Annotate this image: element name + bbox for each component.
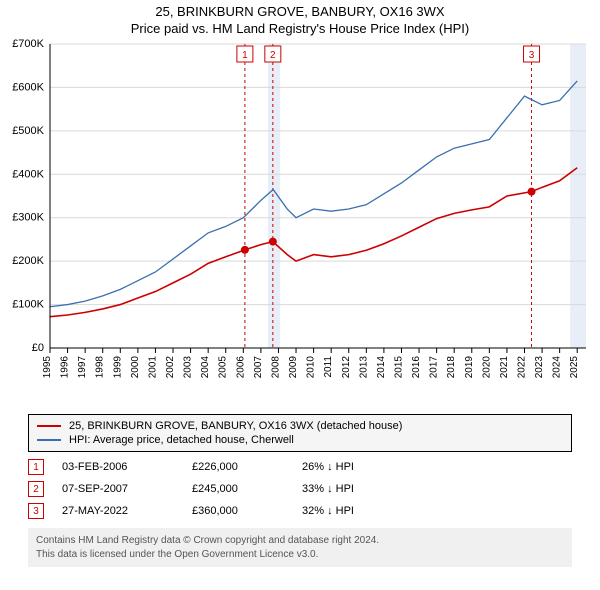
footer-line2: This data is licensed under the Open Gov… [36,548,564,562]
marker-badge: 3 [524,46,540,62]
marker-hpi-delta: 32% ↓ HPI [302,505,442,517]
svg-text:£700K: £700K [12,38,44,50]
svg-text:£100K: £100K [12,299,44,311]
svg-text:£200K: £200K [12,255,44,267]
svg-text:£600K: £600K [12,81,44,93]
svg-text:2025: 2025 [569,356,580,379]
svg-text:1: 1 [242,50,248,61]
svg-text:2009: 2009 [288,356,299,379]
marker-date: 07-SEP-2007 [62,483,192,495]
marker-hpi-delta: 33% ↓ HPI [302,483,442,495]
marker-price: £226,000 [192,461,302,473]
legend-item: HPI: Average price, detached house, Cher… [37,433,563,447]
marker-badge: 1 [237,46,253,62]
svg-text:2003: 2003 [183,356,194,379]
legend-swatch [37,439,61,441]
sale-dot [269,238,277,246]
svg-text:£0: £0 [32,342,44,354]
svg-text:2: 2 [270,50,276,61]
svg-text:2008: 2008 [270,356,281,379]
sale-dot [241,246,249,254]
sale-dot [528,188,536,196]
marker-row: 1 03-FEB-2006£226,00026% ↓ HPI [28,456,572,478]
svg-text:2011: 2011 [323,356,334,378]
svg-text:2024: 2024 [552,356,563,379]
svg-text:3: 3 [529,50,535,61]
svg-text:2004: 2004 [200,356,211,379]
marker-hpi-delta: 26% ↓ HPI [302,461,442,473]
marker-date: 27-MAY-2022 [62,505,192,517]
legend-label: 25, BRINKBURN GROVE, BANBURY, OX16 3WX (… [69,420,402,432]
svg-text:2016: 2016 [411,356,422,379]
svg-text:2020: 2020 [481,356,492,379]
svg-text:2002: 2002 [165,356,176,379]
svg-text:£500K: £500K [12,125,44,137]
title-subtitle: Price paid vs. HM Land Registry's House … [0,21,600,36]
svg-text:2019: 2019 [464,356,475,379]
svg-text:£400K: £400K [12,168,44,180]
svg-text:2001: 2001 [147,356,158,379]
svg-text:2022: 2022 [516,356,527,379]
title-block: 25, BRINKBURN GROVE, BANBURY, OX16 3WX P… [0,0,600,38]
svg-text:2018: 2018 [446,356,457,379]
svg-text:2014: 2014 [376,356,387,379]
svg-text:2021: 2021 [499,356,510,379]
marker-row: 2 07-SEP-2007£245,00033% ↓ HPI [28,478,572,500]
svg-text:2017: 2017 [429,356,440,379]
svg-text:1997: 1997 [77,356,88,379]
svg-text:1995: 1995 [42,356,53,379]
svg-text:2012: 2012 [341,356,352,379]
legend-swatch [37,425,61,427]
footer-line1: Contains HM Land Registry data © Crown c… [36,534,564,548]
legend-label: HPI: Average price, detached house, Cher… [69,434,294,446]
marker-badge: 2 [265,46,281,62]
marker-row: 3 27-MAY-2022£360,00032% ↓ HPI [28,500,572,522]
marker-number-badge: 2 [28,481,44,497]
svg-text:1998: 1998 [95,356,106,379]
chart-area: £0 £100K £200K £300K £400K £500K £600K £700K 199… [0,38,600,408]
legend-item: 25, BRINKBURN GROVE, BANBURY, OX16 3WX (… [37,419,563,433]
marker-number-badge: 1 [28,459,44,475]
svg-text:2013: 2013 [358,356,369,379]
marker-price: £360,000 [192,505,302,517]
svg-text:1999: 1999 [112,356,123,379]
svg-text:2023: 2023 [534,356,545,379]
title-address: 25, BRINKBURN GROVE, BANBURY, OX16 3WX [0,4,600,19]
svg-text:2007: 2007 [253,356,264,379]
sale-markers-table: 1 03-FEB-2006£226,00026% ↓ HPI 2 07-SEP-200… [28,456,572,522]
attribution-footer: Contains HM Land Registry data © Crown c… [28,528,572,567]
svg-text:2010: 2010 [306,356,317,379]
svg-text:£300K: £300K [12,212,44,224]
svg-text:2006: 2006 [235,356,246,379]
figure-container: 25, BRINKBURN GROVE, BANBURY, OX16 3WX P… [0,0,600,567]
svg-text:2005: 2005 [218,356,229,379]
marker-price: £245,000 [192,483,302,495]
legend: 25, BRINKBURN GROVE, BANBURY, OX16 3WX (… [28,414,572,452]
svg-text:1996: 1996 [60,356,71,379]
marker-date: 03-FEB-2006 [62,461,192,473]
svg-text:2000: 2000 [130,356,141,379]
svg-text:2015: 2015 [393,356,404,379]
line-chart: £0 £100K £200K £300K £400K £500K £600K £700K 199… [0,38,600,408]
marker-number-badge: 3 [28,503,44,519]
